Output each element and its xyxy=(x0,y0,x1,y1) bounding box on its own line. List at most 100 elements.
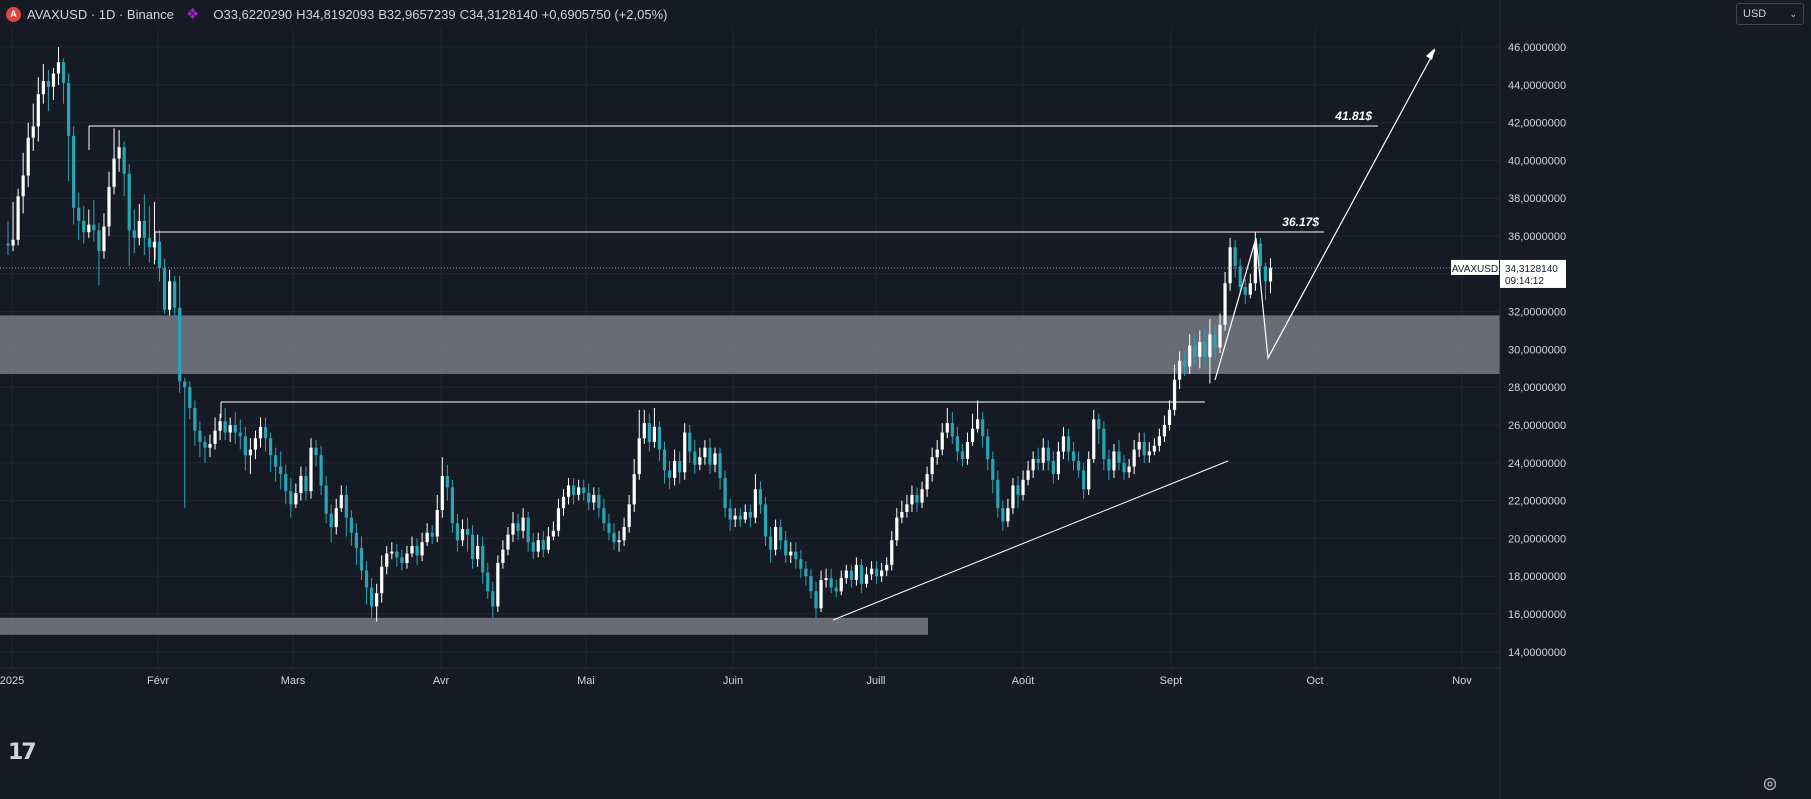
candle-body xyxy=(364,570,369,588)
candle-body xyxy=(950,423,954,437)
candle-body xyxy=(198,430,202,443)
candle-body xyxy=(521,517,525,531)
candle-body xyxy=(561,496,566,509)
candle-body xyxy=(1162,425,1167,437)
candle-body xyxy=(905,504,909,512)
price-tag-value: 34,3128140 xyxy=(1505,264,1558,275)
candle-body xyxy=(1102,428,1106,460)
currency-label: USD xyxy=(1743,8,1767,20)
candle-body xyxy=(1026,470,1030,480)
candle-body xyxy=(986,436,990,460)
y-tick-label: 24,0000000 xyxy=(1508,458,1566,470)
candle-body xyxy=(915,494,919,503)
candle-body xyxy=(844,570,848,579)
symbol-title[interactable]: AVAXUSD · 1D · Binance xyxy=(27,6,174,22)
candle-body xyxy=(31,126,35,138)
candle-body xyxy=(657,426,662,450)
candle-body xyxy=(334,508,338,528)
candle-body xyxy=(450,487,454,524)
candle-body xyxy=(67,82,71,136)
candle-body xyxy=(1061,436,1066,452)
candle-body xyxy=(112,158,116,187)
candle-body xyxy=(1172,379,1177,410)
candle-body xyxy=(1087,459,1091,490)
candle-body xyxy=(26,137,30,176)
candle-body xyxy=(981,419,985,437)
candle-body xyxy=(1092,419,1096,460)
indicator-icon[interactable]: ❖ xyxy=(185,6,200,23)
candle-body xyxy=(319,455,323,486)
candle-body xyxy=(526,517,530,543)
candle-body xyxy=(269,438,273,456)
candle-body xyxy=(127,173,131,231)
candle-body xyxy=(1213,334,1217,348)
candle-body xyxy=(849,570,853,580)
candle-body xyxy=(733,515,737,520)
candle-body xyxy=(56,62,61,74)
candle-body xyxy=(718,453,722,478)
candle-body xyxy=(804,568,808,577)
candle-body xyxy=(678,460,682,473)
candle-body xyxy=(516,523,520,531)
candle-body xyxy=(1167,409,1172,425)
x-tick-label: Août xyxy=(1012,675,1035,687)
candle-body xyxy=(536,540,540,552)
x-tick-label: Avr xyxy=(433,675,450,687)
gear-icon[interactable] xyxy=(1762,776,1778,792)
candle-body xyxy=(471,534,475,560)
candle-body xyxy=(1112,451,1116,471)
candle-body xyxy=(157,241,162,269)
tradingview-logo-icon[interactable]: 17 xyxy=(8,740,37,765)
candle-body xyxy=(784,540,788,556)
chevron-down-icon: ⌄ xyxy=(1789,8,1797,19)
candle-body xyxy=(854,564,858,580)
candle-body xyxy=(21,175,25,197)
candle-body xyxy=(233,425,237,433)
candle-body xyxy=(531,542,535,552)
y-tick-label: 20,0000000 xyxy=(1508,533,1566,545)
candle-body xyxy=(1208,334,1212,357)
candle-body xyxy=(339,494,343,509)
candle-body xyxy=(970,428,975,443)
candle-body xyxy=(632,474,636,505)
candle-body xyxy=(314,447,318,456)
candle-body xyxy=(875,568,879,577)
candle-body xyxy=(945,423,949,433)
candle-body xyxy=(1147,451,1151,456)
candle-body xyxy=(708,447,712,465)
currency-select[interactable]: USD ⌄ xyxy=(1736,3,1804,25)
candle-body xyxy=(72,135,76,208)
candle-body xyxy=(910,494,914,505)
candle-body xyxy=(834,587,838,592)
avax-logo-icon: A xyxy=(6,6,21,22)
candle-body xyxy=(142,220,146,238)
candle-body xyxy=(920,489,924,503)
candle-body xyxy=(1132,449,1136,467)
y-tick-label: 22,0000000 xyxy=(1508,496,1566,508)
candle-body xyxy=(511,523,515,535)
y-tick-label: 14,0000000 xyxy=(1508,647,1566,659)
candle-body xyxy=(607,523,611,533)
candle-body xyxy=(152,241,157,248)
candle-body xyxy=(1036,459,1040,463)
candle-body xyxy=(688,432,692,452)
candle-body xyxy=(1016,485,1020,495)
candle-body xyxy=(1051,460,1055,475)
candle-body xyxy=(1011,485,1015,509)
candle-body xyxy=(41,81,45,95)
candle-body xyxy=(228,425,232,433)
candle-body xyxy=(546,536,550,550)
candle-body xyxy=(612,532,616,543)
candle-body xyxy=(1238,266,1242,288)
candle-body xyxy=(465,528,470,535)
candle-body xyxy=(1082,470,1086,490)
candle-body xyxy=(122,147,126,174)
candle-body xyxy=(6,243,10,246)
candle-body xyxy=(1248,283,1252,295)
candle-body xyxy=(1253,243,1257,284)
candle-body xyxy=(359,547,364,571)
candle-body xyxy=(223,421,227,433)
candle-body xyxy=(1071,451,1076,461)
candle-body xyxy=(1203,341,1207,357)
